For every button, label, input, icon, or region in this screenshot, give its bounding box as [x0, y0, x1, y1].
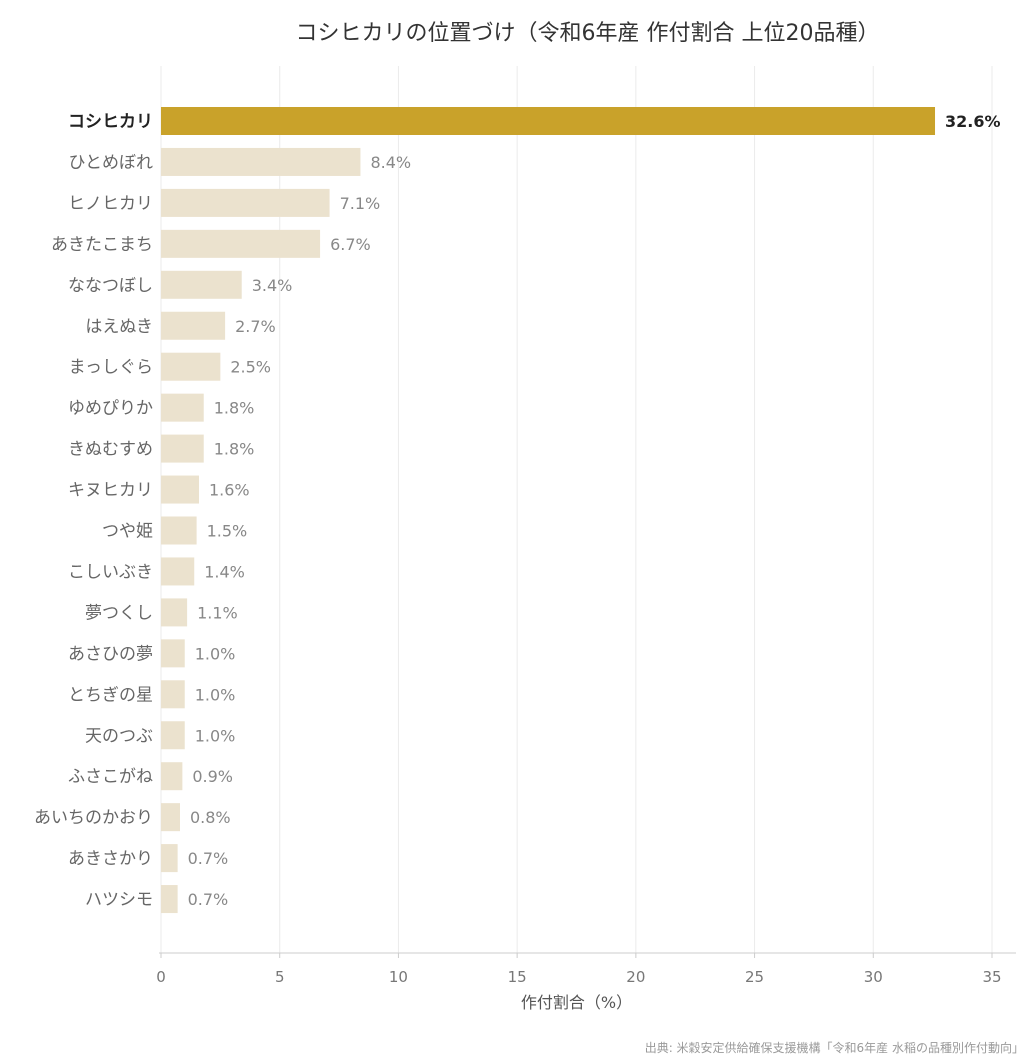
bar-value-label: 3.4%: [252, 276, 293, 295]
bar-value-label: 1.1%: [197, 603, 238, 622]
bar-value-label: 8.4%: [370, 153, 411, 172]
bar: [161, 803, 180, 832]
bar-value-label: 0.7%: [188, 849, 229, 868]
bar: [161, 188, 330, 217]
bar-value-label: 1.0%: [195, 644, 236, 663]
bar: [161, 639, 185, 668]
chart-title: コシヒカリの位置づけ（令和6年産 作付割合 上位20品種）: [295, 21, 880, 46]
y-category-label: ななつぼし: [68, 276, 153, 296]
x-tick-label: 10: [389, 968, 408, 986]
bar-value-label: 7.1%: [340, 194, 381, 213]
bar-value-label: 1.0%: [195, 685, 236, 704]
bar: [161, 598, 188, 627]
x-tick-label: 15: [508, 968, 527, 986]
y-category-label: 天のつぶ: [85, 726, 153, 746]
bar-value-label: 0.9%: [192, 767, 233, 786]
y-category-label: コシヒカリ: [68, 112, 153, 132]
y-category-label: あきたこまち: [51, 235, 153, 255]
bar-value-label: 2.5%: [230, 358, 271, 377]
x-tick-label: 25: [745, 968, 764, 986]
y-category-label: キヌヒカリ: [68, 481, 153, 501]
x-tick-label: 5: [275, 968, 285, 986]
bar: [161, 844, 178, 873]
bar-value-label: 32.6%: [945, 112, 1001, 131]
bar: [161, 557, 195, 586]
y-category-label: 夢つくし: [85, 603, 153, 623]
bar-value-label: 1.6%: [209, 481, 250, 500]
bar-value-label: 1.8%: [214, 399, 255, 418]
y-category-label: ゆめぴりか: [68, 399, 153, 419]
y-category-label: ハツシモ: [85, 890, 153, 910]
y-category-label: まっしぐら: [69, 358, 153, 378]
y-category-label: あいちのかおり: [34, 808, 153, 828]
bar: [161, 107, 936, 135]
bar-value-label: 1.4%: [204, 562, 245, 581]
bar: [161, 721, 185, 750]
x-tick-label: 30: [864, 968, 883, 986]
bar-value-label: 0.7%: [188, 890, 229, 909]
bar: [161, 680, 185, 709]
y-category-label: ヒノヒカリ: [68, 194, 153, 214]
bar: [161, 147, 361, 176]
y-category-label: つや姫: [102, 522, 153, 542]
y-category-label: きぬむすめ: [68, 440, 153, 460]
y-category-label: あきさかり: [68, 849, 153, 869]
y-category-label: こしいぶき: [68, 562, 153, 582]
x-tick-label: 20: [626, 968, 645, 986]
bar: [161, 516, 197, 545]
source-note: 出典: 米穀安定供給確保支援機構「令和6年産 水稲の品種別作付動向」: [644, 1041, 1024, 1055]
bar-value-label: 1.5%: [207, 522, 248, 541]
bar-value-label: 2.7%: [235, 317, 276, 336]
bar: [161, 311, 226, 340]
bar: [161, 270, 242, 299]
bar-value-label: 6.7%: [330, 235, 371, 254]
bar-value-label: 0.8%: [190, 808, 231, 827]
bar: [161, 352, 221, 381]
y-category-label: ひとめぼれ: [69, 153, 154, 173]
x-axis-title: 作付割合（%）: [521, 993, 632, 1012]
bar: [161, 393, 204, 422]
bar: [161, 229, 321, 258]
x-tick-label: 0: [156, 968, 166, 986]
y-category-label: あさひの夢: [68, 644, 153, 664]
y-category-label: はえぬき: [85, 317, 153, 337]
y-category-label: ふさこがね: [68, 767, 153, 787]
bar: [161, 475, 199, 504]
bar-value-label: 1.8%: [214, 440, 255, 459]
x-tick-label: 35: [982, 968, 1001, 986]
bar: [161, 762, 183, 791]
bar: [161, 885, 178, 914]
bar-value-label: 1.0%: [195, 726, 236, 745]
bar: [161, 434, 204, 463]
y-category-label: とちぎの星: [68, 685, 153, 705]
